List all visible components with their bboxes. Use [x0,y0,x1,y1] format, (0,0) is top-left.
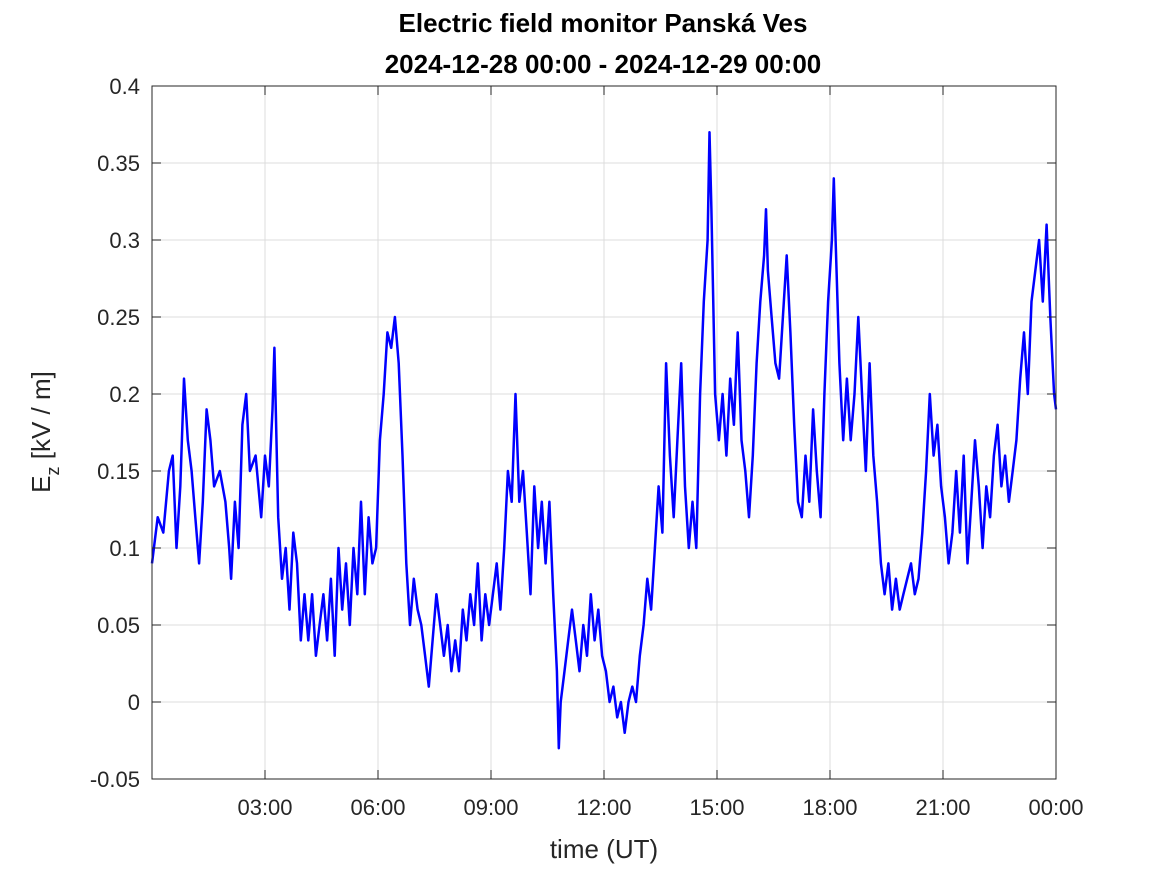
y-tick-label: 0.15 [97,459,140,484]
y-axis-label-main: E [26,476,56,493]
y-tick-label: 0.4 [109,74,140,99]
y-tick-label: 0.1 [109,536,140,561]
x-tick-label: 03:00 [237,795,292,820]
x-tick-label: 18:00 [802,795,857,820]
x-axis-label: time (UT) [550,834,658,864]
y-axis-label-rest: [kV / m] [26,371,56,466]
x-tick-label: 00:00 [1028,795,1083,820]
y-tick-label: 0.3 [109,228,140,253]
y-axis-label-sub: z [43,467,63,476]
y-tick-label: 0.35 [97,151,140,176]
x-tick-label: 09:00 [463,795,518,820]
chart-title: Electric field monitor Panská Ves [399,8,808,38]
x-tick-label: 15:00 [689,795,744,820]
y-tick-label: 0.05 [97,613,140,638]
y-axis-label: Ez [kV / m] [26,371,63,493]
series-line [150,130,1058,750]
chart-subtitle: 2024-12-28 00:00 - 2024-12-29 00:00 [385,49,822,79]
x-tick-label: 06:00 [350,795,405,820]
y-tick-label: 0 [128,690,140,715]
series-layer [150,130,1058,750]
axis-ticks: 03:00 06:00 09:00 12:00 15:00 18:00 21:00 00:00… [90,74,1084,820]
x-tick-label: 12:00 [576,795,631,820]
y-tick-label: 0.2 [109,382,140,407]
y-tick-label: -0.05 [90,767,140,792]
y-tick-label: 0.25 [97,305,140,330]
x-tick-label: 21:00 [915,795,970,820]
